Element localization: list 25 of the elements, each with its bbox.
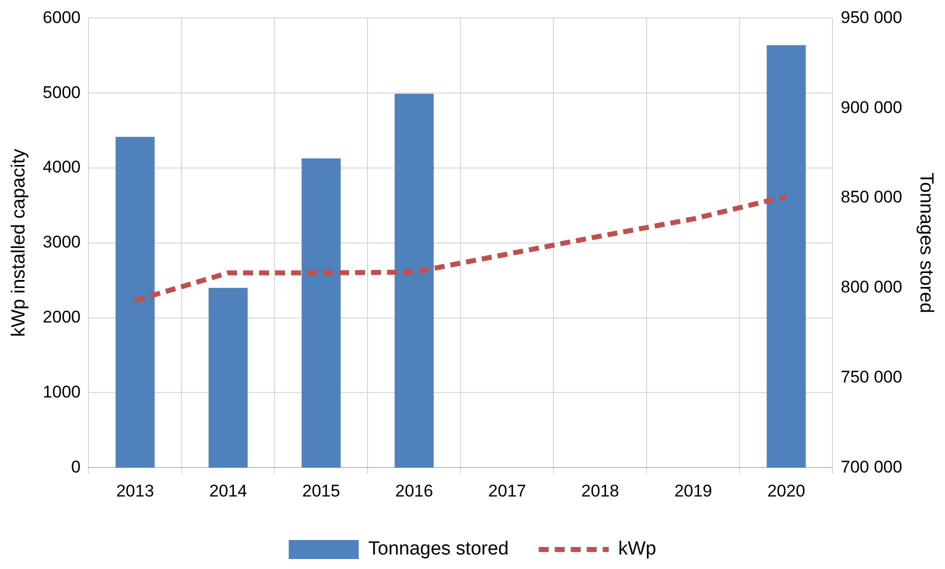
x-tick-label: 2016 [395, 481, 434, 500]
legend-label: kWp [618, 538, 656, 560]
y-tick-label: 5000 [42, 82, 81, 102]
y-tick-label: 6000 [42, 8, 81, 27]
y-tick-label: 3000 [42, 232, 81, 252]
y2-tick-label: 900 000 [840, 98, 902, 117]
y2-tick-label: 950 000 [840, 8, 902, 27]
y-axis-title: kWp installed capacity [8, 148, 30, 337]
y-tick-label: 4000 [42, 158, 81, 177]
x-tick-label: 2019 [674, 481, 712, 500]
y-tick-label: 2000 [42, 307, 81, 326]
x-tick-label: 2013 [116, 481, 154, 500]
x-tick-label: 2020 [767, 481, 806, 500]
y2-tick-label: 800 000 [840, 278, 902, 297]
legend-label: Tonnages stored [368, 538, 509, 560]
y-tick-label: 1000 [42, 382, 81, 402]
x-tick-label: 2015 [302, 481, 340, 500]
y-tick-label: 0 [71, 457, 81, 476]
y2-axis-title: Tonnages stored [915, 172, 936, 314]
y2-tick-label: 750 000 [840, 367, 902, 386]
x-tick-label: 2014 [209, 481, 248, 500]
x-tick-label: 2017 [488, 481, 526, 500]
y2-tick-label: 850 000 [840, 188, 902, 207]
y2-tick-label: 700 000 [840, 457, 902, 476]
x-tick-label: 2018 [581, 481, 620, 500]
